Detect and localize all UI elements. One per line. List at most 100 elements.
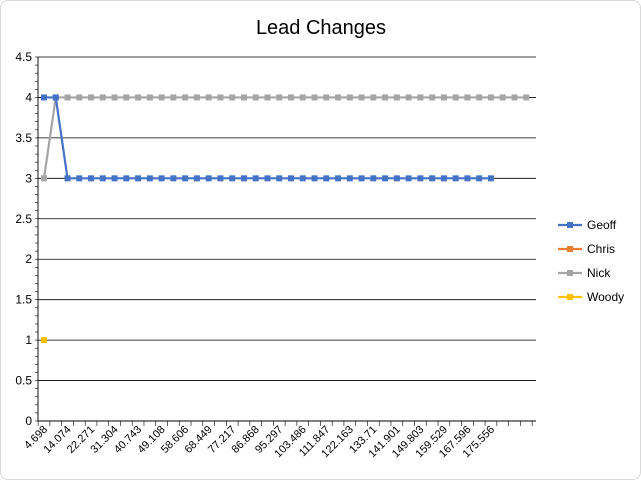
series-geoff [41,94,494,182]
marker-nick [511,94,518,101]
marker-geoff [193,175,200,182]
legend-item-woody: Woody [558,290,624,304]
marker-nick [323,94,330,101]
marker-geoff [288,175,294,182]
legend-item-nick: Nick [558,266,611,280]
marker-geoff [487,175,494,182]
marker-geoff [41,94,47,101]
marker-nick [370,94,377,101]
legend-marker [567,246,573,252]
marker-nick [476,94,483,101]
marker-nick [464,94,471,101]
marker-nick [288,94,294,101]
marker-nick [276,94,283,101]
marker-geoff [323,175,330,182]
marker-geoff [252,175,259,182]
y-tick-label: 2.5 [15,212,32,226]
marker-nick [240,94,247,101]
marker-geoff [440,175,447,182]
marker-nick [182,94,189,101]
marker-nick [335,94,342,101]
marker-nick [499,94,506,101]
marker-nick [405,94,412,101]
marker-nick [99,94,106,101]
marker-geoff [123,175,130,182]
marker-nick [429,94,436,101]
marker-geoff [358,175,365,182]
marker-geoff [229,175,236,182]
marker-geoff [99,175,106,182]
marker-geoff [311,175,318,182]
marker-nick [358,94,365,101]
legend-marker [567,270,573,276]
y-tick-label: 1 [25,333,32,347]
marker-geoff [382,175,389,182]
marker-nick [158,94,165,101]
marker-geoff [476,175,483,182]
series-woody [41,337,47,344]
marker-geoff [146,175,153,182]
marker-geoff [240,175,247,182]
legend-label: Chris [587,242,615,256]
marker-nick [252,94,259,101]
marker-geoff [393,175,400,182]
y-tick-label: 3.5 [15,131,32,145]
marker-geoff [299,175,306,182]
marker-nick [487,94,494,101]
marker-nick [229,94,236,101]
y-tick-label: 4 [25,90,32,104]
marker-geoff [111,175,118,182]
marker-nick [123,94,130,101]
marker-nick [64,94,71,101]
marker-geoff [429,175,436,182]
axes: 00.511.522.533.544.54.69814.07422.27131.… [15,50,536,460]
marker-geoff [405,175,412,182]
legend-item-geoff: Geoff [558,218,617,232]
marker-geoff [452,175,459,182]
marker-nick [523,94,530,101]
marker-nick [135,94,142,101]
y-tick-label: 4.5 [15,50,32,64]
y-tick-label: 0 [25,414,32,428]
marker-geoff [158,175,165,182]
y-tick-label: 2 [25,252,32,266]
marker-geoff [182,175,189,182]
series-layer [41,94,530,344]
marker-woody [41,337,47,344]
marker-geoff [52,94,59,101]
marker-geoff [205,175,212,182]
marker-nick [205,94,212,101]
marker-nick [311,94,318,101]
marker-nick [382,94,389,101]
marker-nick [440,94,447,101]
marker-geoff [217,175,224,182]
gridlines [38,56,536,381]
legend-label: Nick [587,266,611,280]
marker-geoff [64,175,71,182]
marker-nick [299,94,306,101]
marker-nick [417,94,424,101]
legend: Geoff Chris Nick Woody [558,218,624,304]
series-nick [41,94,530,182]
legend-item-chris: Chris [558,242,615,256]
legend-label: Woody [587,290,624,304]
marker-geoff [370,175,377,182]
marker-nick [193,94,200,101]
y-tick-label: 1.5 [15,293,32,307]
marker-nick [76,94,83,101]
chart-title: Lead Changes [256,17,386,39]
marker-geoff [76,175,83,182]
marker-nick [452,94,459,101]
legend-marker [567,222,573,228]
y-tick-label: 0.5 [15,374,32,388]
legend-label: Geoff [587,218,617,232]
marker-geoff [346,175,353,182]
marker-geoff [170,175,177,182]
marker-geoff [135,175,142,182]
y-tick-label: 3 [25,171,32,185]
marker-geoff [88,175,95,182]
marker-nick [393,94,400,101]
legend-marker [567,294,573,300]
